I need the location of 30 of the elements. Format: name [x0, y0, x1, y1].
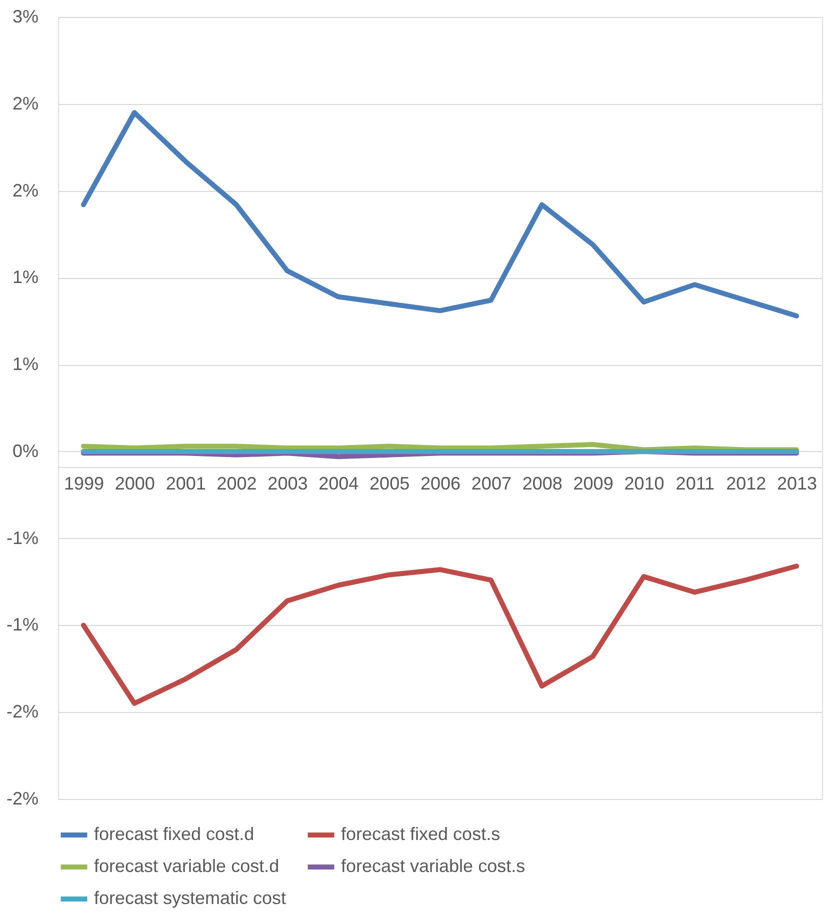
x-tick-label: 2009 [573, 474, 614, 494]
legend-label: forecast variable cost.s [341, 856, 526, 876]
y-tick-label: 1% [12, 354, 38, 374]
x-tick-label: 2000 [114, 474, 155, 494]
y-tick-label: -1% [6, 528, 38, 548]
y-tick-label: 1% [12, 267, 38, 288]
x-tick-label: 2002 [216, 474, 257, 494]
x-tick-label: 2007 [471, 474, 512, 494]
x-tick-label: 2012 [726, 474, 766, 494]
x-tick-label: 2013 [777, 474, 818, 494]
legend-label: forecast fixed cost.s [341, 824, 500, 844]
legend-label: forecast systematic cost [94, 888, 286, 908]
y-tick-label: 2% [12, 93, 38, 114]
x-tick-label: 2008 [522, 474, 562, 494]
y-tick-label: -1% [6, 614, 38, 635]
x-tick-label: 2003 [268, 474, 308, 494]
y-tick-label: -2% [6, 788, 38, 808]
y-tick-label: 2% [12, 180, 38, 200]
x-tick-label: 2006 [420, 474, 461, 494]
x-tick-label: 2010 [624, 474, 664, 494]
x-tick-label: 2004 [318, 474, 359, 494]
y-tick-label: 0% [12, 440, 38, 461]
x-tick-label: 1999 [64, 474, 104, 494]
y-tick-label: -2% [6, 702, 38, 722]
x-tick-label: 2011 [676, 474, 715, 494]
legend-label: forecast fixed cost.d [94, 824, 254, 844]
y-tick-label: 3% [12, 6, 38, 26]
x-tick-label: 2001 [166, 474, 206, 494]
legend-label: forecast variable cost.d [94, 856, 280, 876]
x-tick-label: 2005 [370, 474, 410, 494]
